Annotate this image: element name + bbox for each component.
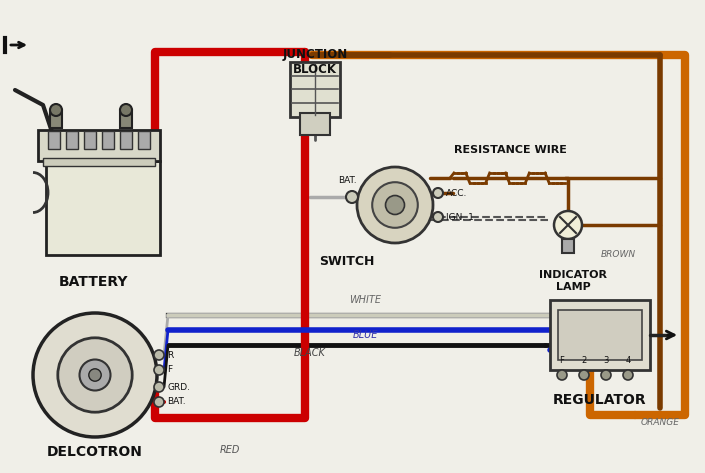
Bar xyxy=(46,161,160,255)
Circle shape xyxy=(89,369,102,381)
Circle shape xyxy=(372,182,418,228)
Circle shape xyxy=(433,212,443,222)
Text: RESISTANCE WIRE: RESISTANCE WIRE xyxy=(453,145,566,155)
Text: DELCOTRON: DELCOTRON xyxy=(47,445,143,459)
Text: SWITCH: SWITCH xyxy=(319,255,374,268)
Bar xyxy=(120,131,132,149)
Text: REGULATOR: REGULATOR xyxy=(553,393,646,407)
Text: IGN. 1: IGN. 1 xyxy=(446,212,474,221)
Circle shape xyxy=(579,370,589,380)
Circle shape xyxy=(386,195,405,214)
Bar xyxy=(48,131,60,149)
Text: BATTERY: BATTERY xyxy=(59,275,129,289)
Text: BAT.: BAT. xyxy=(167,397,185,406)
Circle shape xyxy=(346,191,358,203)
Circle shape xyxy=(154,382,164,392)
Circle shape xyxy=(154,365,164,375)
Circle shape xyxy=(623,370,633,380)
Text: WHITE: WHITE xyxy=(349,295,381,305)
Circle shape xyxy=(357,167,433,243)
Bar xyxy=(562,239,574,253)
Text: BAT.: BAT. xyxy=(338,176,356,185)
Circle shape xyxy=(554,211,582,239)
Text: 2: 2 xyxy=(582,356,587,365)
Text: GRD.: GRD. xyxy=(167,383,190,392)
Text: R: R xyxy=(167,350,173,359)
Circle shape xyxy=(154,397,164,407)
Text: BROWN: BROWN xyxy=(601,250,636,259)
Bar xyxy=(550,300,650,370)
Circle shape xyxy=(154,350,164,360)
Bar xyxy=(290,62,340,117)
Bar xyxy=(66,131,78,149)
Circle shape xyxy=(80,359,111,391)
Text: 3: 3 xyxy=(603,356,608,365)
Text: ORANGE: ORANGE xyxy=(641,418,680,427)
Circle shape xyxy=(58,338,133,412)
Text: 4: 4 xyxy=(625,356,631,365)
Bar xyxy=(38,130,160,161)
Text: ACC.: ACC. xyxy=(446,189,467,198)
Text: BLACK: BLACK xyxy=(294,348,326,358)
Bar xyxy=(43,158,155,166)
Bar xyxy=(558,310,642,360)
Bar xyxy=(300,113,330,135)
Circle shape xyxy=(33,313,157,437)
Text: BLUE: BLUE xyxy=(352,330,378,340)
Circle shape xyxy=(433,188,443,198)
Bar xyxy=(102,131,114,149)
Text: JUNCTION
BLOCK: JUNCTION BLOCK xyxy=(283,48,348,76)
Text: RED: RED xyxy=(220,445,240,455)
Bar xyxy=(138,131,150,149)
Circle shape xyxy=(120,104,132,116)
Circle shape xyxy=(50,104,62,116)
Text: INDICATOR
LAMP: INDICATOR LAMP xyxy=(539,270,607,291)
Bar xyxy=(50,110,62,128)
Circle shape xyxy=(557,370,567,380)
Bar xyxy=(120,110,132,128)
Bar xyxy=(84,131,96,149)
Text: F: F xyxy=(560,356,565,365)
Text: F: F xyxy=(167,366,172,375)
Circle shape xyxy=(601,370,611,380)
